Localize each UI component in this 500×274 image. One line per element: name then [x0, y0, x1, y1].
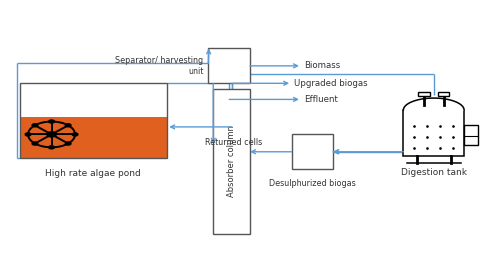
Circle shape — [47, 132, 56, 137]
Circle shape — [48, 146, 54, 149]
Bar — [20, 117, 167, 158]
Text: Effluent: Effluent — [304, 95, 338, 104]
Bar — [20, 83, 167, 158]
Text: Digestion tank: Digestion tank — [401, 168, 467, 177]
Circle shape — [48, 120, 54, 123]
Bar — [438, 92, 450, 96]
Text: High rate algae pond: High rate algae pond — [46, 169, 141, 178]
Text: Absorber column: Absorber column — [227, 125, 236, 197]
Text: Desulphurized biogas: Desulphurized biogas — [269, 179, 356, 188]
Text: Returned cells: Returned cells — [206, 138, 262, 147]
Circle shape — [25, 133, 31, 136]
Circle shape — [72, 133, 78, 136]
Polygon shape — [404, 98, 464, 110]
Text: Biomass: Biomass — [304, 61, 340, 70]
Bar — [208, 48, 250, 83]
Circle shape — [32, 142, 38, 145]
Bar — [20, 83, 167, 117]
Text: Upgraded biogas: Upgraded biogas — [294, 79, 368, 88]
Bar — [404, 110, 464, 156]
Circle shape — [32, 124, 38, 127]
Bar — [464, 125, 478, 145]
Bar — [292, 134, 334, 169]
Text: Separator/ harvesting
unit: Separator/ harvesting unit — [116, 56, 204, 76]
Circle shape — [66, 124, 71, 127]
Bar — [418, 92, 430, 96]
Circle shape — [66, 142, 71, 145]
Bar — [213, 89, 250, 234]
